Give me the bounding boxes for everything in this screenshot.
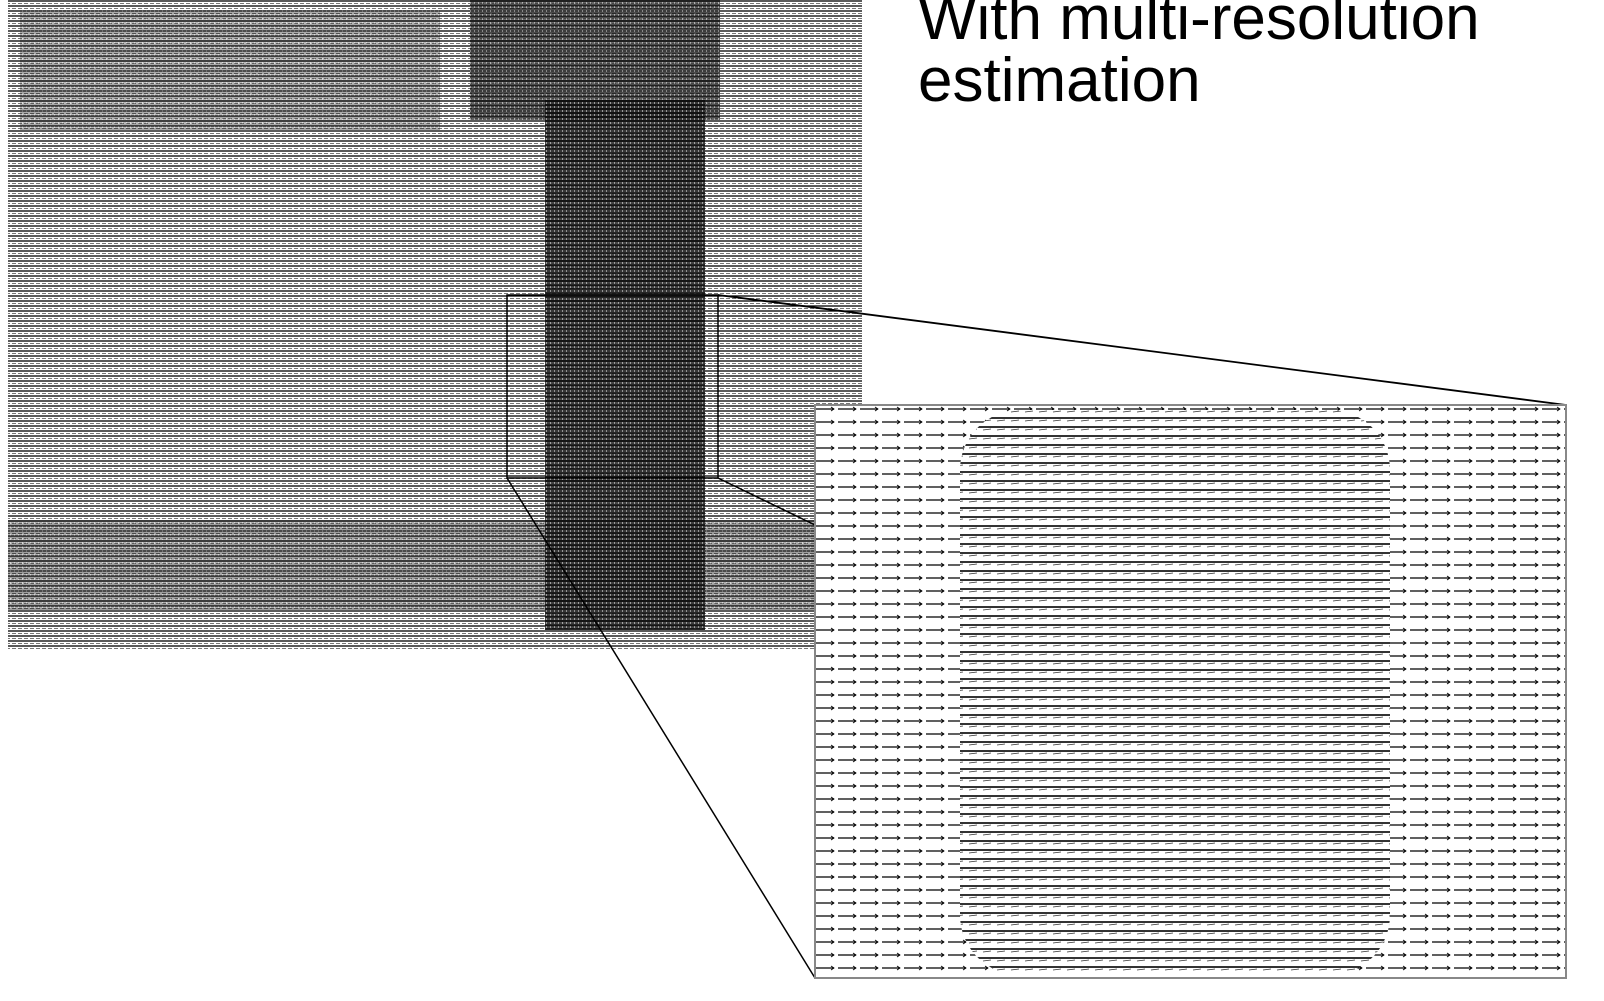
zoomed-dense-region: [960, 410, 1390, 975]
texture: [8, 520, 862, 610]
slide-text: With multi-resolution: [918, 0, 1480, 50]
slide: With multi-resolution estimation (() => …: [0, 0, 1604, 1001]
slide-text: estimation: [918, 50, 1201, 112]
texture: [20, 10, 440, 130]
figure: [0, 0, 1604, 1001]
